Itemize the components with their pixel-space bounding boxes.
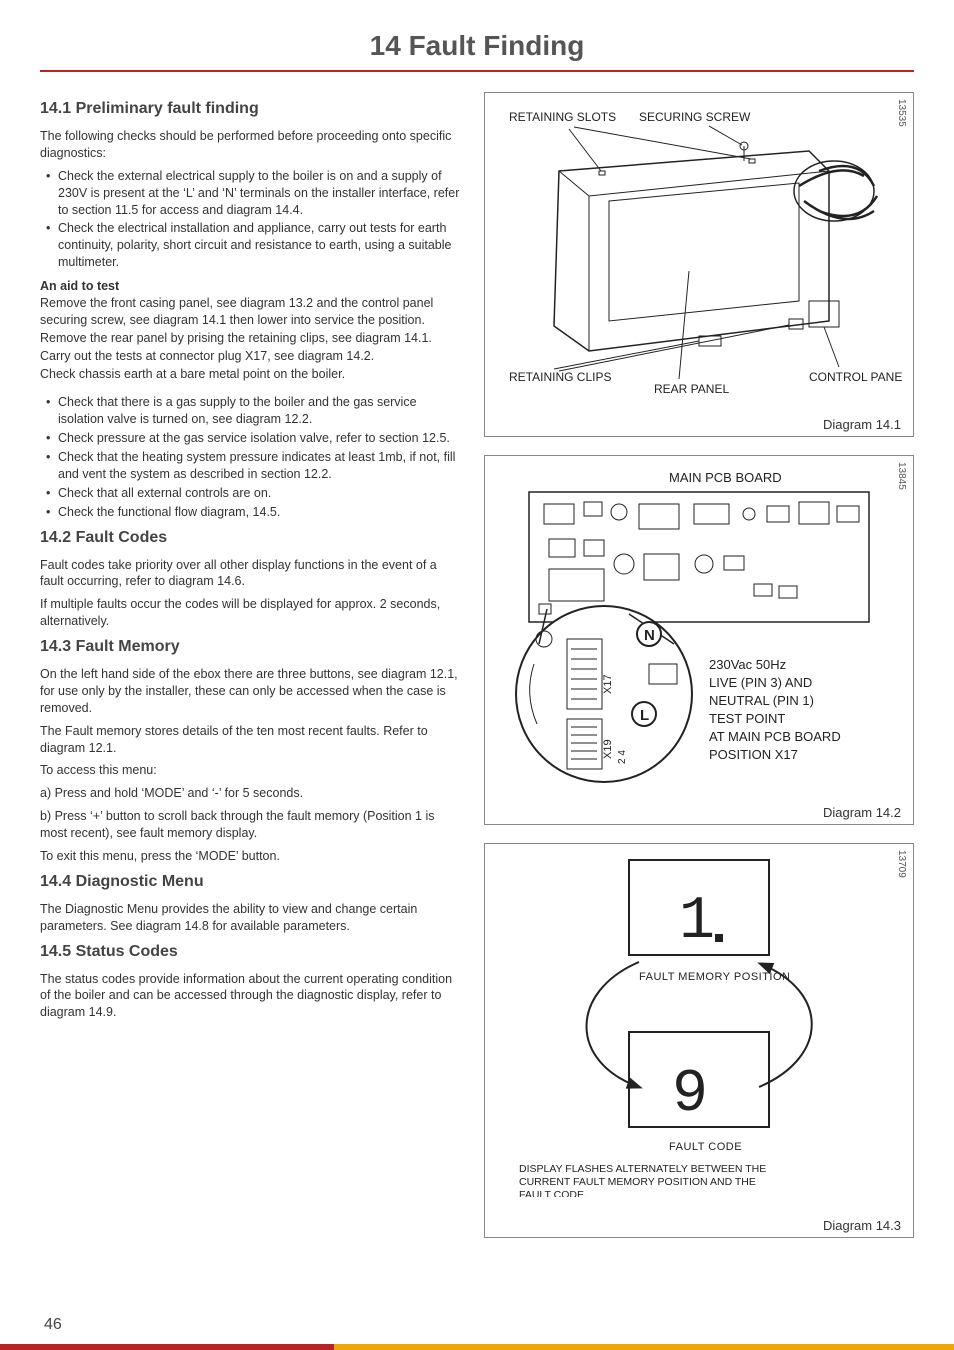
para-14-3: b) Press ‘+’ button to scroll back throu… xyxy=(40,808,460,842)
desc-l4: TEST POINT xyxy=(709,711,785,726)
cap-fault-memory: FAULT MEMORY POSITION xyxy=(639,971,791,983)
label-rear-panel: REAR PANEL xyxy=(654,382,729,396)
label-24: 2 4 xyxy=(617,750,628,764)
para-14-5: The status codes provide information abo… xyxy=(40,971,460,1022)
para-14-2-2: If multiple faults occur the codes will … xyxy=(40,596,460,630)
label-main-pcb: MAIN PCB BOARD xyxy=(669,470,782,485)
digit-top: 1 xyxy=(679,888,721,956)
digit-bottom: 9 xyxy=(672,1061,714,1129)
diagram-14-3: 13709 1 FAULT MEMORY POSITION xyxy=(484,843,914,1238)
desc-l2: LIVE (PIN 3) AND xyxy=(709,675,812,690)
page-number: 46 xyxy=(44,1316,62,1334)
cap-fault-code: FAULT CODE xyxy=(669,1141,742,1153)
bullet-item: Check that all external controls are on. xyxy=(40,485,460,502)
heading-14-2: 14.2 Fault Codes xyxy=(40,529,460,547)
para-14-4: The Diagnostic Menu provides the ability… xyxy=(40,901,460,935)
para-14-2-1: Fault codes take priority over all other… xyxy=(40,557,460,591)
bullets-14-1-b: Check that there is a gas supply to the … xyxy=(40,394,460,520)
heading-14-1: 14.1 Preliminary fault finding xyxy=(40,100,460,118)
desc-l1: 230Vac 50Hz xyxy=(709,657,786,672)
label-x19: X19 xyxy=(602,739,614,759)
right-column: 13535 xyxy=(484,92,914,1256)
para-14-3: a) Press and hold ‘MODE’ and ‘-’ for 5 s… xyxy=(40,785,460,802)
chapter-title: 14 Fault Finding xyxy=(40,30,914,62)
heading-14-4: 14.4 Diagnostic Menu xyxy=(40,873,460,891)
diagram-inner: 1 FAULT MEMORY POSITION 9 FAULT CODE DIS… xyxy=(485,844,913,1226)
diagram-14-1-svg: RETAINING SLOTS SECURING SCREW RETAINING… xyxy=(495,101,903,396)
diagram-14-3-svg: 1 FAULT MEMORY POSITION 9 FAULT CODE DIS… xyxy=(495,852,903,1197)
note-l1: DISPLAY FLASHES ALTERNATELY BETWEEN THE xyxy=(519,1163,766,1175)
diagram-14-2-svg: MAIN PCB BOARD xyxy=(495,464,903,784)
label-x17: X17 xyxy=(602,674,614,694)
heading-14-5: 14.5 Status Codes xyxy=(40,943,460,961)
left-column: 14.1 Preliminary fault finding The follo… xyxy=(40,92,460,1256)
diagram-inner: RETAINING SLOTS SECURING SCREW RETAINING… xyxy=(485,93,913,425)
heading-14-3: 14.3 Fault Memory xyxy=(40,638,460,656)
desc-l5: AT MAIN PCB BOARD xyxy=(709,729,841,744)
bullet-item: Check the functional flow diagram, 14.5. xyxy=(40,504,460,521)
bullet-item: Check the external electrical supply to … xyxy=(40,168,460,219)
bullets-14-1-a: Check the external electrical supply to … xyxy=(40,168,460,271)
bullet-item: Check pressure at the gas service isolat… xyxy=(40,430,460,447)
note-l3: FAULT CODE. xyxy=(519,1189,587,1197)
aid-para: Remove the front casing panel, see diagr… xyxy=(40,295,460,329)
bullet-item: Check that the heating system pressure i… xyxy=(40,449,460,483)
diagram-label: Diagram 14.2 xyxy=(823,805,901,820)
label-control-panel: CONTROL PANEL xyxy=(809,370,903,384)
para-14-3: The Fault memory stores details of the t… xyxy=(40,723,460,757)
title-rule xyxy=(40,70,914,72)
label-retaining-clips: RETAINING CLIPS xyxy=(509,370,611,384)
diagram-14-2: 13845 MAIN PCB BOARD xyxy=(484,455,914,825)
bullet-item: Check that there is a gas supply to the … xyxy=(40,394,460,428)
page: 14 Fault Finding 14.1 Preliminary fault … xyxy=(0,0,954,1350)
diagram-inner: MAIN PCB BOARD xyxy=(485,456,913,813)
label-l: L xyxy=(640,707,649,724)
aid-para: Carry out the tests at connector plug X1… xyxy=(40,348,460,365)
diagram-label: Diagram 14.3 xyxy=(823,1218,901,1233)
diagram-14-1: 13535 xyxy=(484,92,914,437)
para-14-3: On the left hand side of the ebox there … xyxy=(40,666,460,717)
main-columns: 14.1 Preliminary fault finding The follo… xyxy=(40,92,914,1256)
label-retaining-slots: RETAINING SLOTS xyxy=(509,110,616,124)
label-securing-screw: SECURING SCREW xyxy=(639,110,751,124)
aid-para: Remove the rear panel by prising the ret… xyxy=(40,330,460,347)
aid-para: Check chassis earth at a bare metal poin… xyxy=(40,366,460,383)
footer-bar xyxy=(0,1344,954,1350)
label-n: N xyxy=(644,627,655,644)
desc-l6: POSITION X17 xyxy=(709,747,798,762)
para-14-3: To exit this menu, press the ‘MODE’ butt… xyxy=(40,848,460,865)
diagram-label: Diagram 14.1 xyxy=(823,417,901,432)
aid-heading: An aid to test xyxy=(40,279,460,293)
intro-14-1: The following checks should be performed… xyxy=(40,128,460,162)
desc-l3: NEUTRAL (PIN 1) xyxy=(709,693,814,708)
bullet-item: Check the electrical installation and ap… xyxy=(40,220,460,271)
note-l2: CURRENT FAULT MEMORY POSITION AND THE xyxy=(519,1176,756,1188)
para-14-3: To access this menu: xyxy=(40,762,460,779)
